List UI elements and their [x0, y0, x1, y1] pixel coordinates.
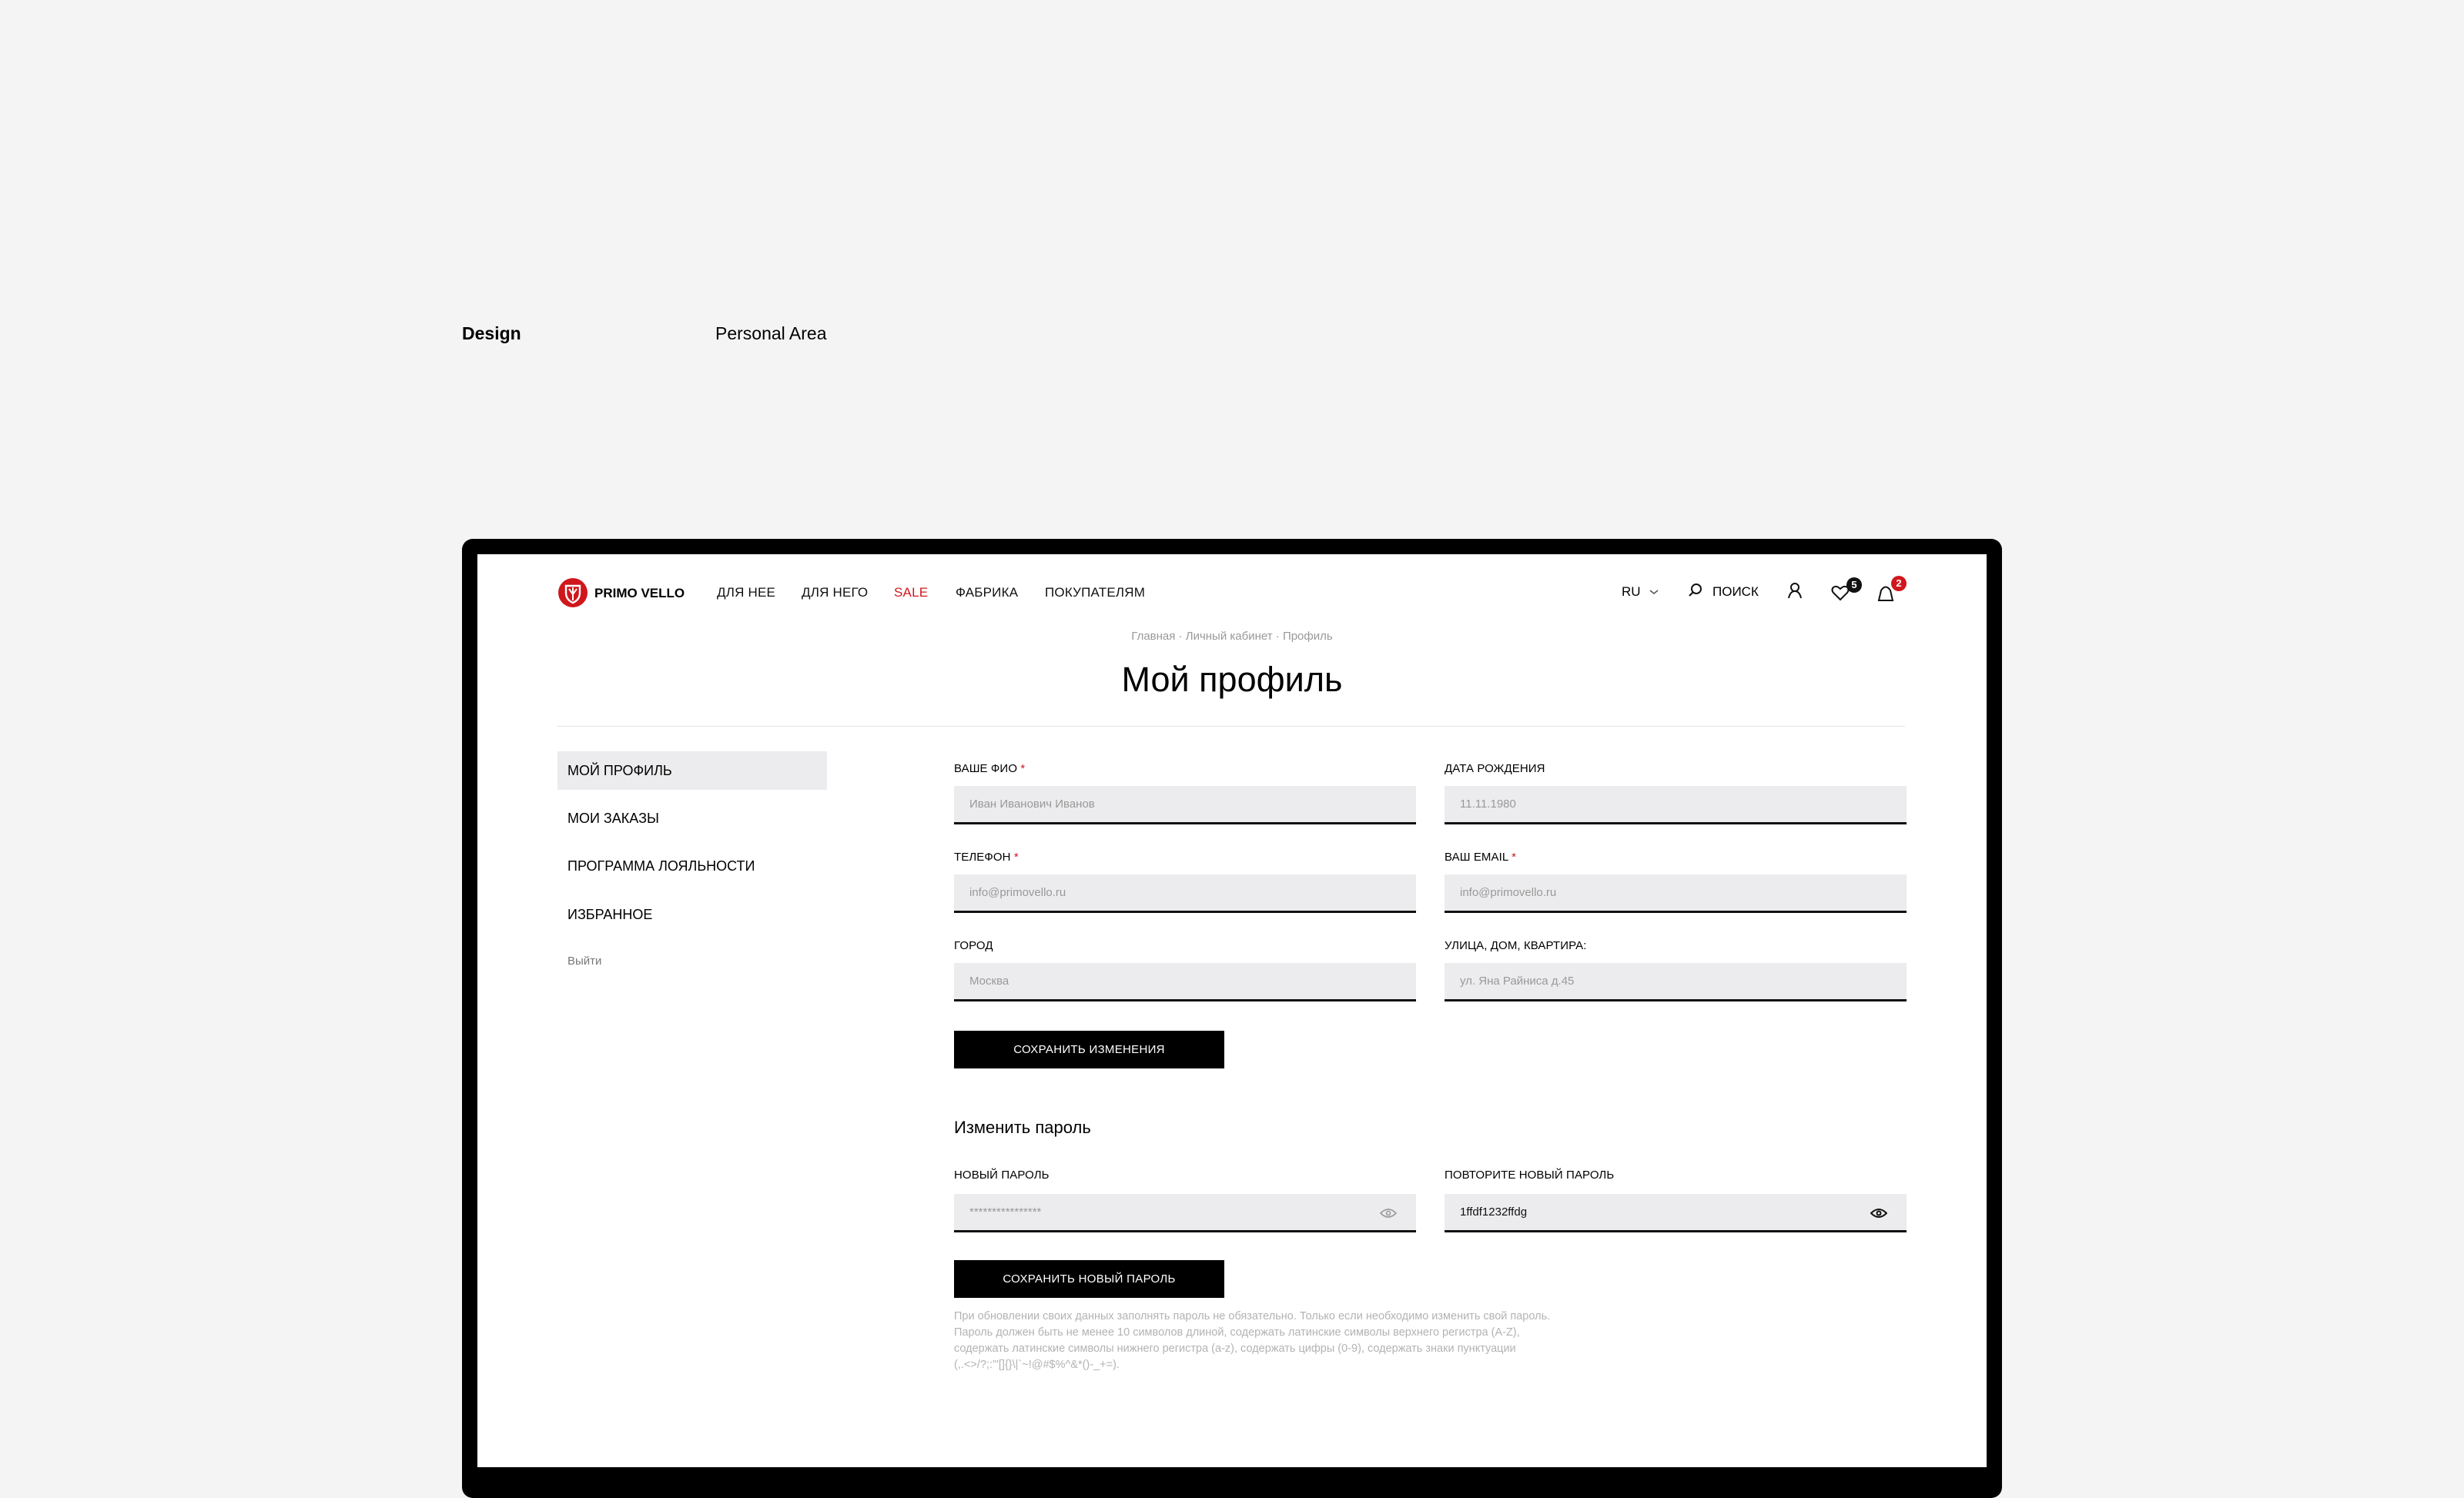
nav-customers[interactable]: ПОКУПАТЕЛЯМ — [1045, 585, 1146, 600]
eye-icon[interactable] — [1870, 1208, 1887, 1219]
cart-count-badge: 2 — [1891, 576, 1907, 591]
fio-input[interactable] — [954, 786, 1416, 824]
city-label: ГОРОД — [954, 939, 993, 952]
repeat-password-input[interactable] — [1445, 1194, 1907, 1232]
city-input[interactable] — [954, 963, 1416, 1001]
section-label: Design — [462, 323, 521, 343]
address-input[interactable] — [1445, 963, 1907, 1001]
sidebar-item-loyalty[interactable]: ПРОГРАММА ЛОЯЛЬНОСТИ — [567, 858, 755, 874]
favorites-count-badge: 5 — [1846, 577, 1862, 593]
email-input[interactable] — [1445, 874, 1907, 913]
language-select[interactable]: RU — [1622, 584, 1659, 600]
nav-for-him[interactable]: ДЛЯ НЕГО — [802, 585, 869, 600]
birthdate-input[interactable] — [1445, 786, 1907, 824]
address-label: УЛИЦА, ДОМ, КВАРТИРА: — [1445, 939, 1587, 952]
help-line: (,.<>/?;:'"[]{}\|`~!@#$%^&*()-_+=). — [954, 1359, 1120, 1371]
breadcrumb-current: Профиль — [1282, 630, 1333, 643]
nav-sale[interactable]: SALE — [894, 585, 929, 600]
logo-text: PRIMO VELLO — [594, 586, 685, 600]
new-password-input[interactable] — [954, 1194, 1416, 1232]
favorites-button[interactable]: 5 — [1831, 577, 1862, 605]
search-label: ПОИСК — [1712, 584, 1759, 599]
logo-shield-icon — [558, 578, 588, 607]
cart-button[interactable]: 2 — [1877, 576, 1908, 605]
repeat-password-label: ПОВТОРИТЕ НОВЫЙ ПАРОЛЬ — [1445, 1169, 1615, 1182]
password-help-text: При обновлении своих данных заполнять па… — [954, 1309, 1616, 1373]
help-line: При обновлении своих данных заполнять па… — [954, 1310, 1551, 1322]
nav-for-her[interactable]: ДЛЯ НЕЕ — [717, 585, 776, 600]
language-value: RU — [1622, 584, 1641, 599]
password-section-title: Изменить пароль — [954, 1118, 1091, 1137]
email-label: ВАШ EMAIL * — [1445, 851, 1516, 864]
nav-factory[interactable]: ФАБРИКА — [956, 585, 1019, 600]
save-password-button[interactable]: СОХРАНИТЬ НОВЫЙ ПАРОЛЬ — [954, 1260, 1224, 1298]
phone-input[interactable] — [954, 874, 1416, 913]
sidebar-item-profile[interactable]: МОЙ ПРОФИЛЬ — [557, 751, 827, 790]
breadcrumb-account[interactable]: Личный кабинет — [1185, 630, 1273, 643]
search-button[interactable]: ПОИСК — [1688, 583, 1759, 602]
divider — [557, 726, 1905, 727]
section-title: Personal Area — [715, 323, 827, 343]
help-line: содержать латинские символы нижнего реги… — [954, 1343, 1516, 1355]
breadcrumb: Главная · Личный кабинет · Профиль — [1131, 630, 1333, 643]
help-line: Пароль должен быть не менее 10 символов … — [954, 1326, 1520, 1339]
eye-icon[interactable] — [1380, 1208, 1397, 1219]
logo[interactable]: PRIMO VELLO — [557, 577, 685, 612]
screen: PRIMO VELLO ДЛЯ НЕЕ ДЛЯ НЕГО SALE ФАБРИК… — [477, 554, 1987, 1467]
new-password-label: НОВЫЙ ПАРОЛЬ — [954, 1169, 1050, 1182]
save-changes-button[interactable]: СОХРАНИТЬ ИЗМЕНЕНИЯ — [954, 1031, 1224, 1068]
search-icon — [1689, 583, 1702, 597]
page-title: Мой профиль — [1121, 660, 1343, 699]
sidebar-item-orders[interactable]: МОИ ЗАКАЗЫ — [567, 811, 659, 826]
fio-label: ВАШЕ ФИО * — [954, 762, 1026, 775]
breadcrumb-home[interactable]: Главная — [1131, 630, 1176, 643]
phone-label: ТЕЛЕФОН * — [954, 851, 1019, 864]
user-icon[interactable] — [1787, 582, 1803, 599]
bag-icon — [1877, 586, 1894, 601]
sidebar-item-favorites[interactable]: ИЗБРАННОЕ — [567, 907, 653, 922]
chevron-down-icon — [1649, 590, 1659, 594]
logout-link[interactable]: Выйти — [567, 955, 602, 968]
birthdate-label: ДАТА РОЖДЕНИЯ — [1445, 762, 1545, 775]
